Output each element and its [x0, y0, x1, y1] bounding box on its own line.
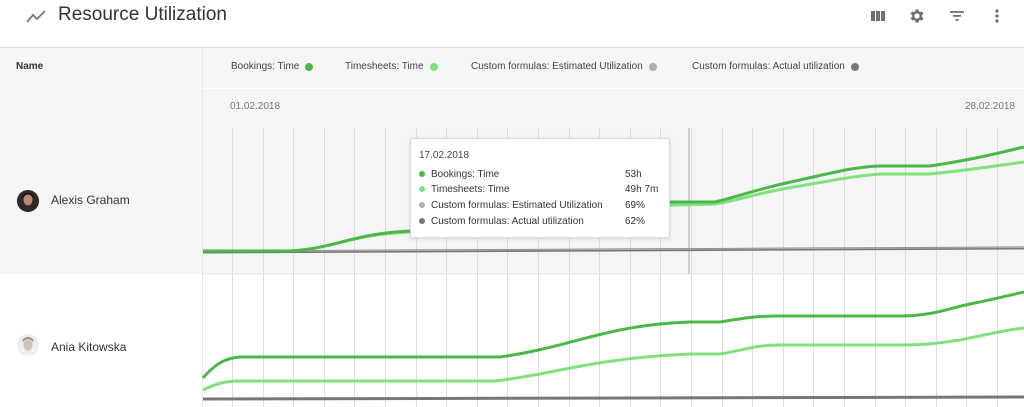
trending-icon: [26, 10, 46, 23]
resource-row-label[interactable]: Ania Kitowska: [0, 274, 203, 407]
resource-name: Ania Kitowska: [51, 340, 127, 354]
name-column-header: Name: [0, 48, 203, 128]
dot-icon: [419, 202, 425, 208]
name-column: Name Alexis Graham Ania Kitowska: [0, 48, 203, 407]
legend: Bookings: Time Timesheets: Time Custom f…: [203, 48, 1024, 88]
filter-icon: [950, 11, 964, 21]
more-options-button[interactable]: [987, 6, 1007, 26]
dot-icon: [419, 218, 425, 224]
gear-icon: [910, 9, 924, 23]
tooltip-value: 53h: [625, 168, 642, 180]
avatar: [17, 190, 39, 212]
end-date-label: 28.02.2018: [965, 101, 1016, 112]
columns-button[interactable]: [868, 6, 888, 26]
tooltip-row: Custom formulas: Actual utilization 62%: [419, 214, 663, 228]
legend-label: Custom formulas: Estimated Utilization: [471, 61, 643, 72]
legend-dot-icon: [850, 62, 859, 71]
tooltip-row: Custom formulas: Estimated Utilization 6…: [419, 198, 663, 212]
series-timesheets-time: [202, 326, 1024, 392]
tooltip-label: Timesheets: Time: [431, 183, 510, 195]
date-axis: 01.02.2018 28.02.2018: [203, 88, 1024, 128]
legend-item-actual-utilization[interactable]: Custom formulas: Actual utilization: [692, 61, 859, 72]
legend-label: Timesheets: Time: [345, 61, 424, 72]
tooltip-label: Bookings: Time: [431, 168, 500, 180]
tooltip-row: Bookings: Time 53h: [419, 167, 663, 181]
tooltip-value: 62%: [625, 215, 646, 227]
tooltip-value: 49h 7m: [625, 183, 659, 195]
legend-item-bookings[interactable]: Bookings: Time: [231, 61, 314, 72]
page-title: Resource Utilization: [58, 4, 227, 25]
filter-button[interactable]: [947, 6, 967, 26]
chart-tooltip: 17.02.2018 Bookings: Time 53h Timesheets…: [410, 138, 670, 238]
series-actual-utilization: [202, 395, 1024, 401]
avatar: [17, 334, 39, 356]
series-estimated-utilization: [202, 247, 1024, 252]
legend-label: Bookings: Time: [231, 61, 300, 72]
tooltip-label: Custom formulas: Estimated Utilization: [431, 199, 603, 211]
legend-dot-icon: [305, 62, 314, 71]
header-bar: Resource Utilization: [0, 0, 1024, 48]
legend-label: Custom formulas: Actual utilization: [692, 61, 845, 72]
columns-icon: [871, 11, 885, 21]
chart-header: Bookings: Time Timesheets: Time Custom f…: [203, 48, 1024, 128]
more-vert-icon: [995, 9, 999, 23]
legend-dot-icon: [648, 62, 657, 71]
legend-item-timesheets[interactable]: Timesheets: Time: [345, 61, 438, 72]
dot-icon: [419, 186, 425, 192]
series-actual-utilization: [202, 246, 1024, 254]
settings-button[interactable]: [907, 6, 927, 26]
legend-item-estimated-utilization[interactable]: Custom formulas: Estimated Utilization: [471, 61, 657, 72]
tooltip-label: Custom formulas: Actual utilization: [431, 215, 584, 227]
tooltip-date: 17.02.2018: [419, 150, 470, 161]
series-bookings-time: [201, 290, 1024, 379]
tooltip-row: Timesheets: Time 49h 7m: [419, 182, 663, 196]
legend-dot-icon: [429, 62, 438, 71]
name-column-label: Name: [16, 61, 44, 72]
tooltip-value: 69%: [625, 199, 646, 211]
start-date-label: 01.02.2018: [230, 101, 281, 112]
resource-row-label[interactable]: Alexis Graham: [0, 128, 203, 274]
dot-icon: [419, 171, 425, 177]
resource-name: Alexis Graham: [51, 193, 130, 207]
